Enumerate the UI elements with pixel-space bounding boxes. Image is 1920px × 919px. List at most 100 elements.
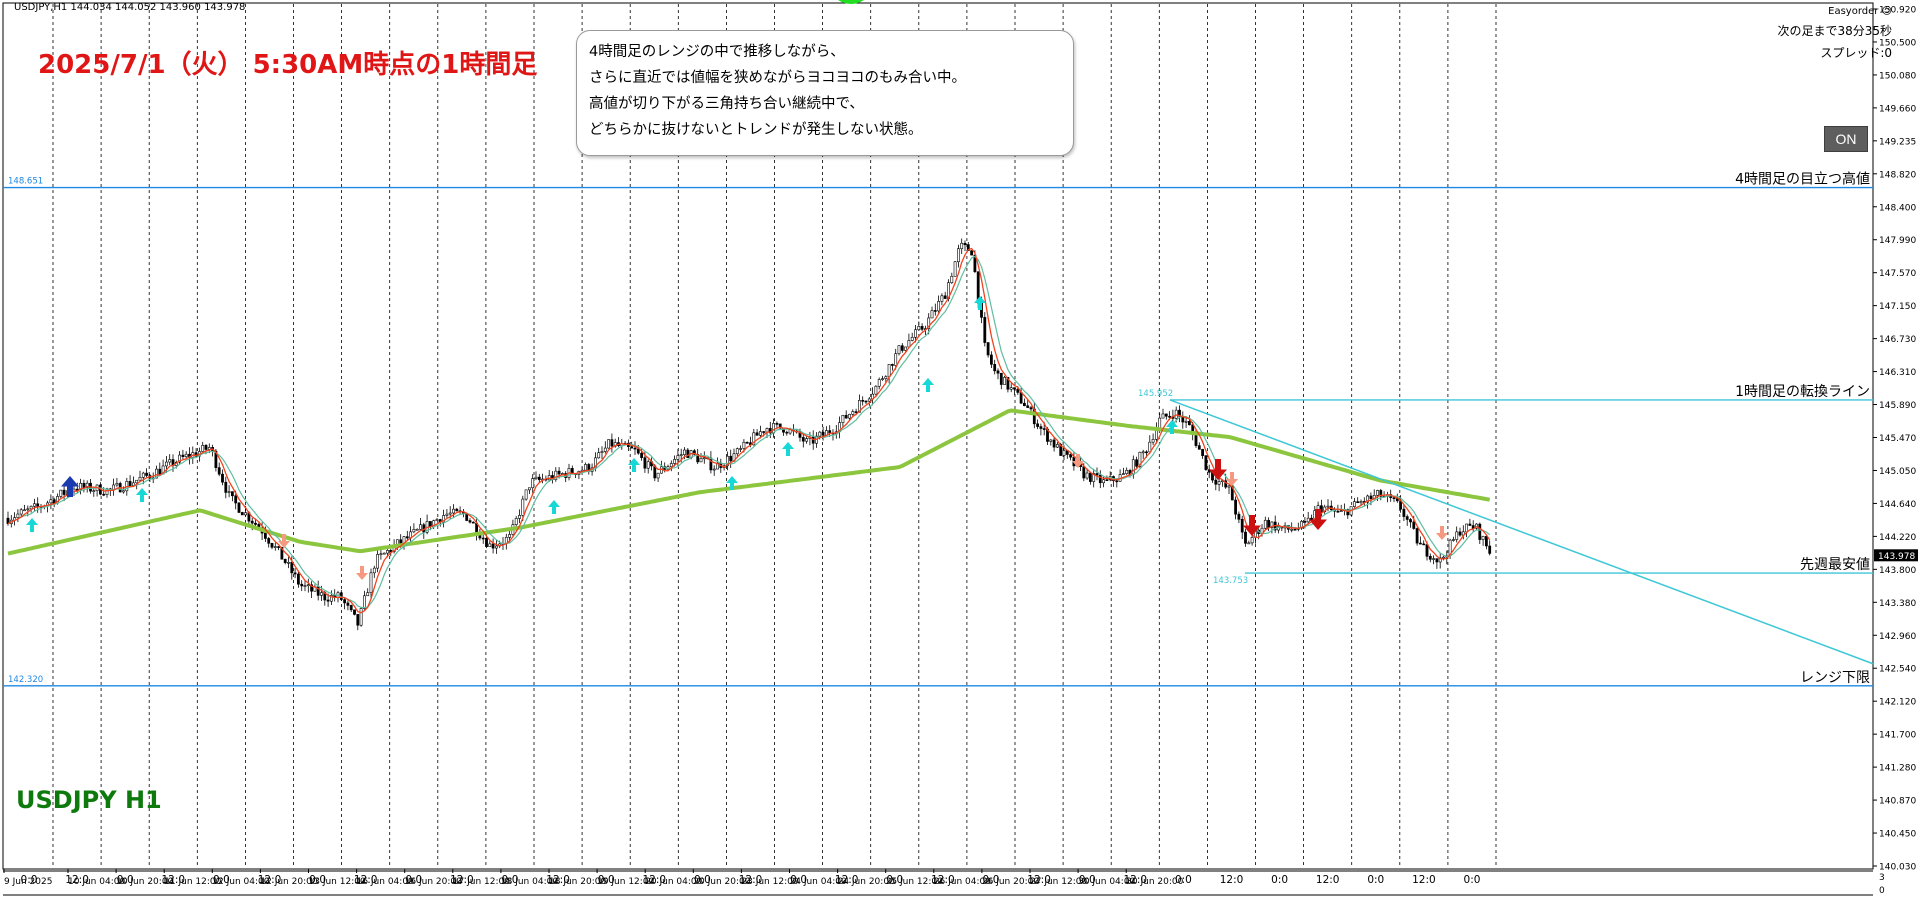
candle <box>937 301 941 312</box>
candle <box>491 543 495 549</box>
time-tick-label: 20 Jun 20:00 <box>693 877 750 887</box>
time-tick-label: 19 Jun 12:00 <box>597 877 654 887</box>
sub-axis-label: 12:0 <box>546 874 570 886</box>
price-tick-label: 142.540 <box>1879 665 1916 675</box>
candle <box>933 310 937 312</box>
annotation-box[interactable]: 4時間足のレンジの中で推移しながら、 さらに直近では値幅を狭めながらヨコヨコのも… <box>576 30 1074 156</box>
candle <box>494 545 498 549</box>
candle <box>1158 417 1162 430</box>
candle <box>1379 490 1383 497</box>
candle <box>112 484 116 490</box>
price-tick-label: 142.120 <box>1879 698 1916 708</box>
candle <box>1376 490 1379 496</box>
candle <box>646 461 650 469</box>
candle <box>877 379 881 387</box>
candle <box>1062 450 1066 456</box>
candle <box>679 454 683 456</box>
candle <box>158 468 162 475</box>
candle <box>920 326 924 330</box>
candle <box>329 595 333 602</box>
price-tick-label: 150.080 <box>1879 71 1916 81</box>
buy-arrow-icon <box>922 378 934 392</box>
candle <box>943 295 947 299</box>
candle <box>524 489 528 500</box>
candle <box>201 444 205 452</box>
price-tick-label: 149.235 <box>1879 137 1916 147</box>
candle <box>165 461 168 467</box>
price-tick-label: 146.310 <box>1879 368 1916 378</box>
candle <box>1188 420 1191 426</box>
candle <box>1247 542 1251 545</box>
candle <box>607 439 611 449</box>
ea-on-button[interactable]: ON <box>1824 126 1868 152</box>
buy-arrow-icon <box>61 476 79 497</box>
candle <box>221 473 224 483</box>
candle <box>1141 451 1145 454</box>
candle <box>867 398 871 402</box>
candle <box>1326 505 1330 508</box>
sub-axis-label: 12:0 <box>835 874 859 886</box>
time-tick-label: 18 Jun 04:00 <box>501 877 558 887</box>
candle <box>712 468 716 471</box>
annotation-line-1: 4時間足のレンジの中で推移しながら、 <box>589 44 845 60</box>
candle <box>669 463 673 467</box>
candle <box>62 489 66 495</box>
candle <box>194 452 198 457</box>
candle <box>636 448 640 454</box>
candle <box>75 488 79 491</box>
descending-trend-line[interactable] <box>1169 399 1874 665</box>
candle <box>204 444 208 450</box>
h4-high-description: 4時間足の目立つ高値 <box>1735 171 1870 188</box>
candle <box>145 472 149 476</box>
candle <box>1412 521 1416 529</box>
candle <box>801 437 805 442</box>
candle <box>1049 439 1053 442</box>
candle <box>1115 480 1119 483</box>
time-tick-label: 18 Jun 20:00 <box>549 877 606 887</box>
candle <box>1402 508 1406 517</box>
candle <box>1217 481 1221 485</box>
candle <box>280 546 284 560</box>
sub-axis-label: 0:0 <box>117 874 134 886</box>
candle <box>514 518 518 525</box>
candle <box>1003 377 1007 385</box>
candle <box>132 482 135 486</box>
sub-axis-label: 0:0 <box>1367 874 1384 886</box>
sub-axis-label: 12:0 <box>258 874 282 886</box>
ma-fast-line <box>7 247 1491 614</box>
candle <box>300 583 304 587</box>
candle <box>184 453 188 457</box>
candle <box>1085 472 1089 479</box>
annotation-line-3: 高値が切り下がる三角持ち合い継続中で、 <box>589 96 864 112</box>
h1-turn-description: 1時間足の転換ライン <box>1735 384 1870 400</box>
sub-axis-label: 12:0 <box>1027 874 1051 886</box>
candle <box>686 449 690 458</box>
candle <box>122 490 125 493</box>
time-tick-label: 26 Jun 20:00 <box>982 877 1039 887</box>
candle <box>23 509 26 512</box>
sell-arrow-icon <box>278 534 290 548</box>
sell-arrow-icon <box>1209 459 1227 480</box>
candle <box>1359 501 1363 504</box>
candle <box>306 584 310 587</box>
sub-axis-label: 0:0 <box>21 874 38 886</box>
next-bar-timer: 次の足まで38分35秒 <box>1777 24 1892 38</box>
candle <box>1234 499 1238 515</box>
price-tick-label: 147.990 <box>1879 236 1916 246</box>
candle <box>999 372 1003 385</box>
candle <box>1244 531 1247 544</box>
price-tick-label: 145.050 <box>1879 467 1916 477</box>
candle <box>848 414 851 419</box>
time-tick-label: 16 Jun 04:00 <box>357 877 414 887</box>
candle <box>36 503 40 507</box>
main-title: 2025/7/1（火） 5:30AM時点の1時間足 <box>38 50 538 80</box>
candle <box>1105 479 1109 482</box>
candle <box>1303 521 1307 523</box>
signal-arrows <box>26 296 1448 580</box>
candle <box>1353 501 1356 507</box>
candle <box>138 477 142 481</box>
candle <box>758 431 762 436</box>
candle <box>141 472 145 478</box>
sub-axis-label: 12:0 <box>162 874 186 886</box>
